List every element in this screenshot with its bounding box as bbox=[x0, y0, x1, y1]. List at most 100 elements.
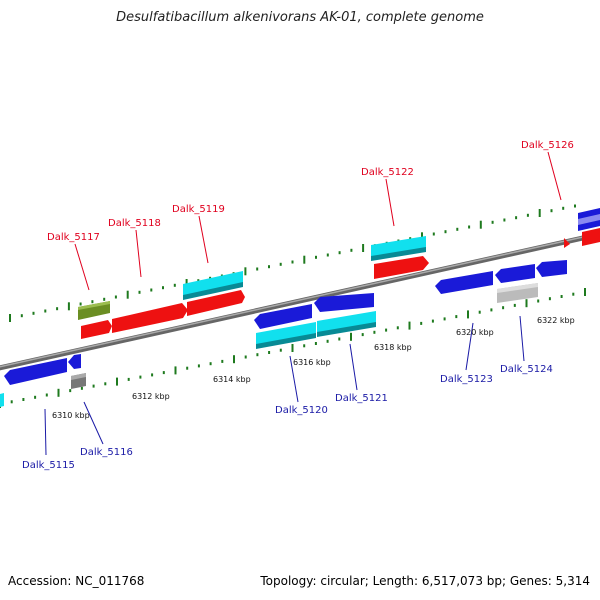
minor-tick bbox=[350, 248, 353, 252]
gene-blue-reverse-small[interactable] bbox=[68, 354, 81, 369]
scale-labels: 6310 kbp 6312 kbp 6314 kbp 6316 kbp 6318… bbox=[52, 316, 575, 420]
minor-tick bbox=[162, 286, 164, 290]
gene-label-dalk-5120[interactable]: Dalk_5120 bbox=[275, 405, 328, 416]
minor-tick bbox=[503, 218, 506, 222]
minor-tick bbox=[562, 206, 565, 210]
minor-tick bbox=[127, 377, 130, 381]
gene-dalk-5120-cyan[interactable] bbox=[256, 322, 316, 349]
gene-label-dalk-5124[interactable]: Dalk_5124 bbox=[500, 364, 553, 375]
major-tick bbox=[291, 344, 294, 352]
gene-label-dalk-5126[interactable]: Dalk_5126 bbox=[521, 140, 574, 151]
gene-dalk-5117-green[interactable] bbox=[78, 301, 110, 320]
minor-tick bbox=[56, 307, 59, 311]
minor-tick bbox=[361, 333, 364, 337]
minor-tick bbox=[69, 389, 72, 393]
scale-label: 6320 kbp bbox=[456, 328, 494, 337]
minor-tick bbox=[256, 353, 259, 357]
gene-dalk-5116-gray[interactable] bbox=[71, 373, 86, 389]
major-tick bbox=[185, 279, 188, 287]
minor-tick bbox=[20, 314, 23, 318]
gene-dalk-5124-lightgray[interactable] bbox=[497, 283, 538, 303]
gene-blue-reverse-c[interactable] bbox=[495, 264, 535, 283]
minor-tick bbox=[537, 299, 540, 303]
gene-dalk-5121-cyan[interactable] bbox=[317, 311, 376, 337]
scale-label: 6318 kbp bbox=[374, 343, 412, 352]
minor-tick bbox=[338, 337, 341, 341]
major-tick bbox=[467, 310, 469, 319]
genome-backbone bbox=[0, 231, 600, 371]
gene-label-dalk-5118[interactable]: Dalk_5118 bbox=[108, 218, 161, 229]
major-tick bbox=[116, 377, 118, 386]
scale-label: 6314 kbp bbox=[213, 375, 251, 384]
gene-label-dalk-5119[interactable]: Dalk_5119 bbox=[172, 204, 225, 215]
minor-tick bbox=[560, 295, 563, 298]
minor-tick bbox=[34, 395, 37, 399]
major-tick bbox=[9, 314, 11, 322]
minor-tick bbox=[468, 225, 471, 229]
gene-blue-reverse-d[interactable] bbox=[536, 260, 567, 277]
gene-label-dalk-5116[interactable]: Dalk_5116 bbox=[80, 447, 133, 458]
gene-dalk-5119-cyan[interactable] bbox=[183, 271, 243, 300]
major-tick bbox=[244, 267, 247, 276]
minor-tick bbox=[209, 362, 212, 366]
gene-label-dalk-5122[interactable]: Dalk_5122 bbox=[361, 167, 414, 178]
minor-tick bbox=[526, 213, 529, 217]
minor-tick bbox=[490, 308, 493, 312]
gene-label-dalk-5117[interactable]: Dalk_5117 bbox=[47, 232, 100, 243]
minor-tick bbox=[138, 290, 141, 294]
gene-dalk-5123-blue[interactable] bbox=[435, 271, 493, 294]
major-tick bbox=[538, 209, 541, 217]
genome-backbone-highlight bbox=[0, 232, 600, 368]
minor-tick bbox=[396, 326, 399, 330]
scale-label: 6310 kbp bbox=[52, 411, 90, 420]
gene-blue-reverse-a[interactable] bbox=[254, 304, 312, 329]
genome-info-text: Topology: circular; Length: 6,517,073 bp… bbox=[260, 574, 590, 588]
minor-tick bbox=[515, 216, 518, 220]
gene-label-dalk-5123[interactable]: Dalk_5123 bbox=[440, 374, 493, 385]
gene-labels: Dalk_5117 Dalk_5118 Dalk_5119 Dalk_5122 … bbox=[22, 140, 574, 471]
minor-tick bbox=[268, 265, 270, 269]
minor-tick bbox=[22, 398, 25, 401]
scale-label: 6312 kbp bbox=[132, 392, 170, 401]
gene-dalk-5115-blue[interactable] bbox=[4, 358, 67, 385]
gene-blue-reverse-b[interactable] bbox=[314, 293, 374, 312]
reverse-tick-track bbox=[0, 288, 586, 408]
major-tick bbox=[362, 244, 365, 252]
gene-dalk-5126-red[interactable] bbox=[564, 228, 600, 248]
minor-tick bbox=[456, 227, 459, 231]
callout-lines bbox=[44, 151, 562, 456]
major-tick bbox=[421, 232, 423, 241]
major-tick bbox=[303, 255, 306, 264]
gene-label-dalk-5115[interactable]: Dalk_5115 bbox=[22, 460, 75, 471]
minor-tick bbox=[151, 373, 154, 377]
minor-tick bbox=[338, 251, 341, 255]
gene-blue-forward-edge[interactable] bbox=[578, 208, 600, 231]
major-tick bbox=[408, 321, 411, 330]
minor-tick bbox=[114, 295, 117, 299]
gene-label-dalk-5121[interactable]: Dalk_5121 bbox=[335, 393, 388, 404]
scale-label: 6316 kbp bbox=[293, 358, 331, 367]
minor-tick bbox=[32, 311, 35, 315]
minor-tick bbox=[79, 302, 82, 306]
gene-red-forward-b[interactable] bbox=[187, 290, 245, 316]
minor-tick bbox=[572, 292, 575, 296]
minor-tick bbox=[104, 382, 107, 386]
gene-dalk-5122-cyan[interactable] bbox=[371, 236, 426, 261]
gene-dalk-5118-red[interactable] bbox=[112, 303, 188, 333]
minor-tick bbox=[303, 344, 306, 348]
minor-tick bbox=[92, 384, 95, 388]
accession-text: Accession: NC_011768 bbox=[8, 574, 145, 588]
gene-red-forward-c[interactable] bbox=[374, 256, 429, 279]
gene-cyan-reverse-edge[interactable] bbox=[0, 393, 4, 407]
minor-tick bbox=[150, 288, 153, 292]
minor-tick bbox=[173, 283, 176, 287]
gene-red-forward-a[interactable] bbox=[81, 320, 112, 339]
minor-tick bbox=[186, 366, 189, 370]
minor-tick bbox=[491, 220, 494, 224]
minor-tick bbox=[315, 255, 317, 259]
minor-tick bbox=[279, 348, 282, 352]
minor-tick bbox=[502, 306, 505, 310]
minor-tick bbox=[103, 297, 106, 301]
major-tick bbox=[57, 388, 60, 397]
